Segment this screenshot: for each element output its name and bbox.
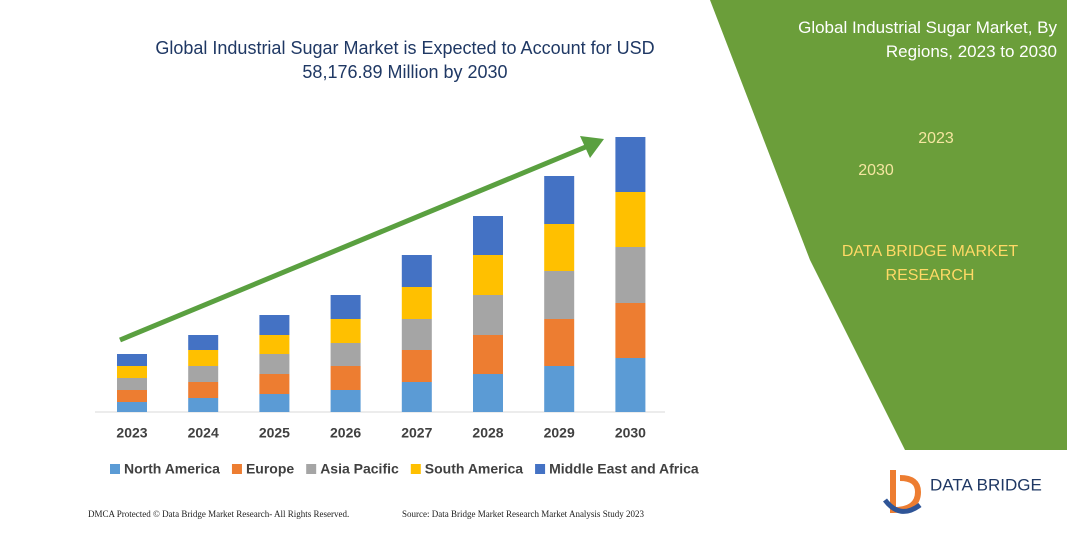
bar-segment [615,247,646,303]
x-tick-label: 2029 [544,425,575,441]
x-tick-label: 2030 [615,425,646,441]
bar-segment [473,216,503,255]
legend-label: Middle East and Africa [549,461,699,477]
bar-segment [188,398,219,412]
legend-swatch [535,464,546,474]
x-tick-label: 2024 [188,425,219,441]
bar-segment [615,192,646,247]
legend-swatch [410,464,421,474]
arrow-head [580,136,604,158]
x-tick-label: 2023 [116,425,147,441]
footer-left: DMCA Protected © Data Bridge Market Rese… [88,509,349,519]
footer-right: Source: Data Bridge Market Research Mark… [402,509,644,519]
bar-segment [117,390,147,402]
bar-segment [117,378,147,390]
legend-label: Europe [246,461,294,477]
bar-segment [615,303,646,358]
legend-swatch [306,464,317,474]
bar-segment [615,358,646,412]
bar-segment [544,176,575,224]
brand-text: DATA BRIDGE MARKET RESEARCH [841,243,1019,284]
bar-segment [259,394,290,412]
bar-segment [473,374,503,412]
legend-label: Asia Pacific [320,461,399,477]
bar-segment [117,354,147,366]
chart-title: Global Industrial Sugar Market is Expect… [155,38,655,82]
bar-segment [330,343,361,366]
bar-segment [188,366,219,382]
bar-segment [259,354,290,374]
x-tick-label: 2025 [259,425,290,441]
hexagon-label: 2023 [918,130,954,147]
bar-segment [615,137,646,192]
bar-segment [330,295,361,319]
bar-segment [330,366,361,390]
bar-segment [401,382,432,412]
bar-segment [544,319,575,366]
logo-mark [883,498,922,514]
legend-label: South America [425,461,523,477]
logo-mark [890,470,922,514]
bar-segment [259,335,290,354]
bar-segment [401,319,432,350]
bar-segment [259,374,290,394]
legend-label: North America [124,461,220,477]
bar-segment [188,350,219,366]
bar-segment [473,335,503,374]
x-tick-label: 2028 [472,425,503,441]
side-panel [710,0,1067,450]
legend-swatch [231,464,242,474]
bar-segment [330,390,361,412]
hexagon-label: 2030 [858,162,894,179]
bar-segment [401,287,432,319]
bar-segment [330,319,361,343]
bar-segment [473,255,503,295]
bar-segment [544,271,575,319]
bar-segment [188,382,219,398]
bar-segment [401,350,432,382]
bar-segment [473,295,503,335]
bar-segment [401,255,432,287]
panel-title: Global Industrial Sugar Market, By Regio… [798,18,1057,61]
bar-segment [188,335,219,350]
trend-arrow [119,143,589,343]
x-tick-label: 2026 [330,425,361,441]
bar-segment [259,315,290,335]
bar-segment [544,366,575,412]
legend-swatch [110,464,120,474]
bar-segment [544,224,575,271]
bar-segment [117,366,147,378]
bar-segment [117,402,147,412]
x-tick-label: 2027 [401,425,432,441]
logo-text: DATA BRIDGE [930,475,1042,494]
